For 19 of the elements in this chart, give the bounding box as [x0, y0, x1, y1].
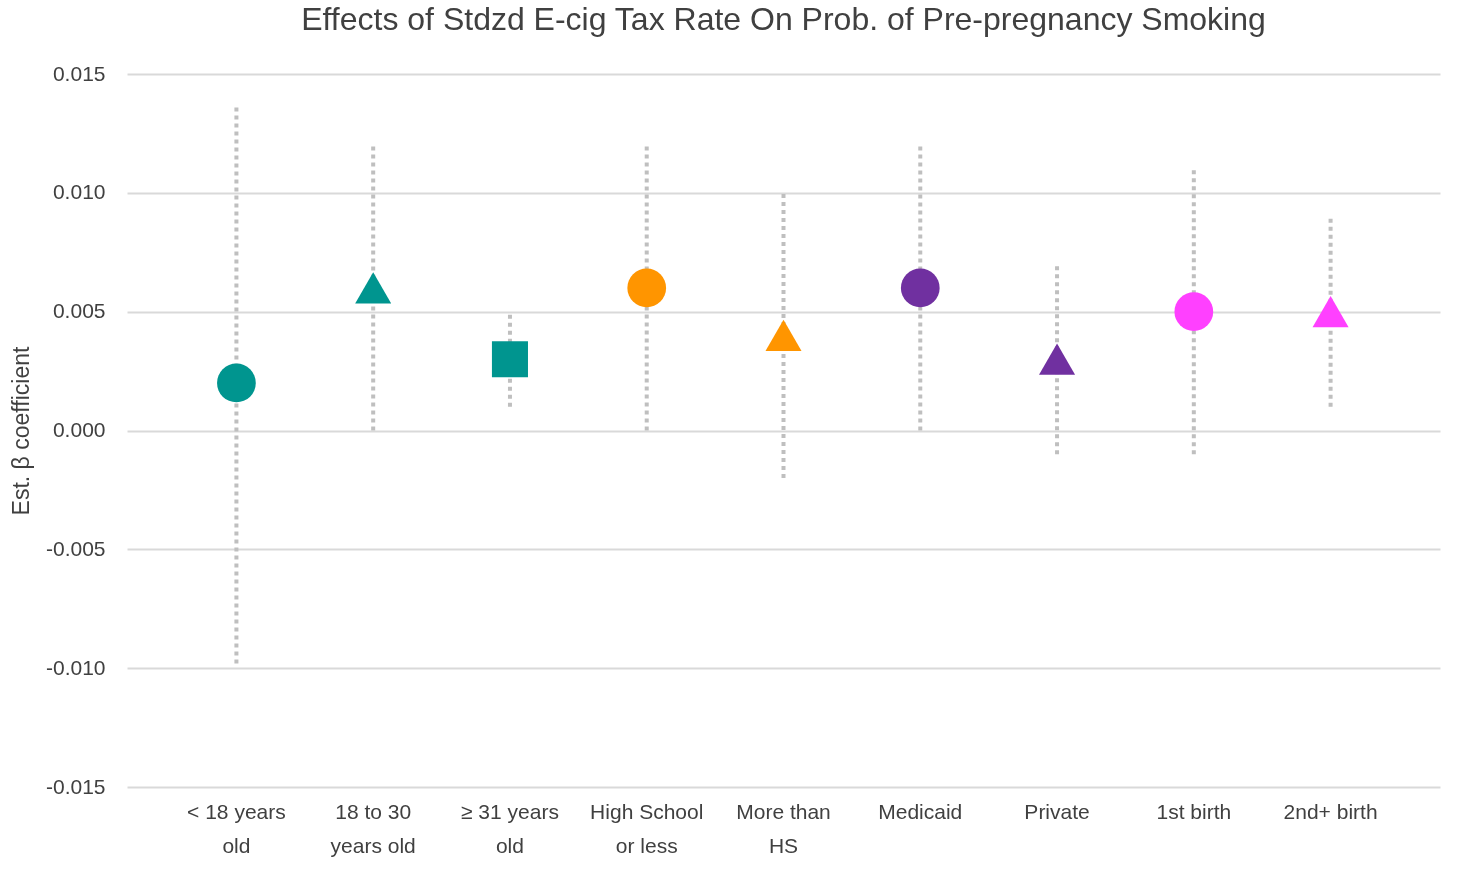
chart-title: Effects of Stdzd E-cig Tax Rate On Prob. of Pre-pregnancy Smoking [301, 1, 1266, 37]
y-tick-label: 0.010 [52, 180, 106, 204]
y-axis-title: Est. β coefficient [7, 346, 34, 516]
x-tick-label: 2nd+ birth [1283, 799, 1378, 823]
x-tick-label: 1st birth [1156, 799, 1232, 823]
y-tick-label: -0.015 [45, 774, 106, 798]
x-tick-label: More than HS [736, 799, 831, 857]
x-tick-label: 18 to 30 years old [330, 799, 416, 857]
y-tick-label: 0.005 [52, 299, 106, 323]
y-tick-label: -0.005 [45, 536, 106, 560]
x-tick-label: Medicaid [878, 799, 963, 823]
x-tick-label: ≥ 31 years old [461, 799, 559, 857]
x-tick-label: High School or less [590, 799, 704, 857]
y-tick-label: 0.015 [52, 61, 106, 85]
y-tick-label: 0.000 [52, 418, 106, 441]
x-tick-label: Private [1024, 799, 1090, 823]
y-tick-label: -0.010 [45, 655, 106, 679]
x-tick-label: < 18 years old [187, 799, 286, 857]
point [491, 341, 528, 378]
